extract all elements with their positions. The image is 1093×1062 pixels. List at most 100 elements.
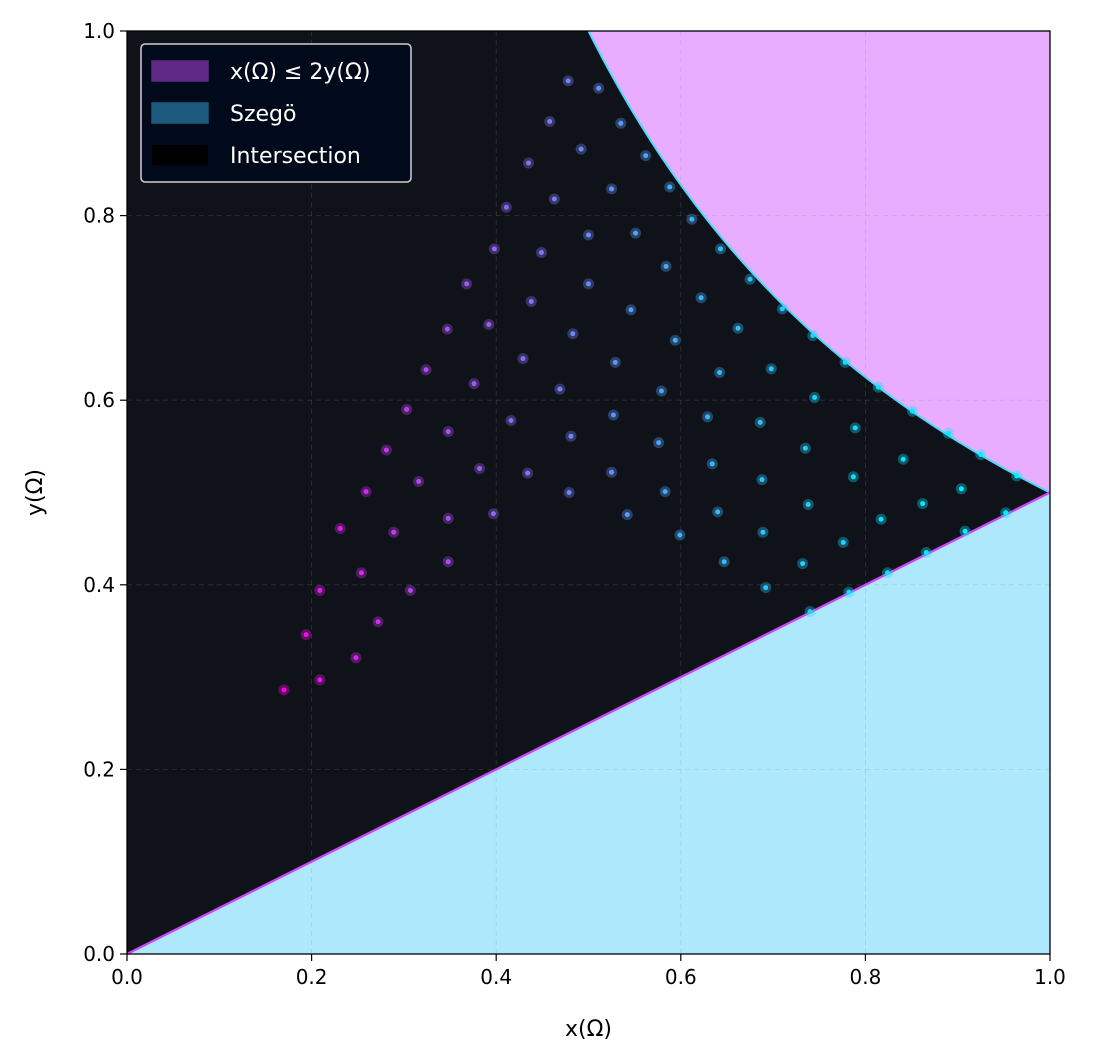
legend-label: Szegö <box>230 102 296 127</box>
data-point <box>360 486 372 498</box>
data-point <box>487 508 499 520</box>
data-point <box>474 463 486 475</box>
legend-label: Intersection <box>230 144 361 169</box>
data-point <box>674 529 686 541</box>
data-point <box>413 475 425 487</box>
data-point <box>897 453 909 465</box>
data-point <box>760 582 772 594</box>
data-point <box>1000 507 1012 519</box>
data-point <box>849 422 861 434</box>
data-point <box>1011 470 1023 482</box>
legend: x(Ω) ≤ 2y(Ω) Szegö Intersection <box>140 43 412 183</box>
data-point <box>754 416 766 428</box>
data-point <box>500 201 512 213</box>
data-point <box>334 522 346 534</box>
data-point <box>706 458 718 470</box>
hyperbola-boundary <box>587 31 1050 494</box>
legend-entries: x(Ω) ≤ 2y(Ω) Szegö Intersection <box>151 60 370 169</box>
data-point <box>660 260 672 272</box>
y-tick-label: 0.4 <box>83 573 115 597</box>
data-point <box>621 509 633 521</box>
y-axis-label: y(Ω) <box>23 469 48 516</box>
data-point <box>839 356 851 368</box>
data-point <box>714 367 726 379</box>
data-point <box>630 227 642 239</box>
data-point <box>955 483 967 495</box>
data-point <box>797 558 809 570</box>
data-point <box>461 278 473 290</box>
y-tick-label: 1.0 <box>83 19 115 43</box>
x-tick-label: 0.2 <box>296 965 328 989</box>
data-point <box>756 474 768 486</box>
data-point <box>975 449 987 461</box>
data-point <box>802 498 814 510</box>
data-point <box>314 674 326 686</box>
szego-boundary <box>127 491 1050 954</box>
data-point <box>920 546 932 558</box>
legend-swatch <box>151 60 209 82</box>
data-point <box>942 427 954 439</box>
data-point <box>776 303 788 315</box>
data-point <box>567 328 579 340</box>
legend-entry: Szegö <box>151 102 296 127</box>
legend-entry: x(Ω) ≤ 2y(Ω) <box>151 60 370 85</box>
y-tick-label: 0.2 <box>83 757 115 781</box>
data-point <box>906 405 918 417</box>
data-point <box>765 363 777 375</box>
data-point <box>625 304 637 316</box>
data-point <box>799 442 811 454</box>
data-point <box>583 229 594 241</box>
data-point <box>606 183 618 195</box>
data-point <box>523 157 535 169</box>
data-point <box>875 513 887 525</box>
legend-label: x(Ω) ≤ 2y(Ω) <box>230 60 370 85</box>
data-point <box>959 525 971 537</box>
data-point <box>744 273 756 285</box>
boundary-layer <box>127 31 1050 954</box>
data-point <box>606 466 618 478</box>
points-layer <box>278 75 1023 696</box>
data-point <box>554 383 566 395</box>
data-point <box>847 471 859 483</box>
data-point <box>380 444 392 456</box>
legend-entry: Intersection <box>152 144 361 169</box>
data-point <box>441 323 453 335</box>
data-point <box>525 295 537 307</box>
data-point <box>563 487 575 498</box>
data-point <box>640 150 652 162</box>
data-point <box>615 117 627 129</box>
data-point <box>535 247 547 259</box>
data-point <box>350 652 362 664</box>
region-hyperbola <box>588 31 1050 493</box>
data-point <box>917 498 929 510</box>
data-point <box>843 586 855 598</box>
data-point <box>401 403 413 415</box>
data-point <box>483 319 495 331</box>
data-point <box>442 556 454 568</box>
data-point <box>517 353 529 365</box>
data-point <box>562 75 574 87</box>
data-point <box>702 411 714 423</box>
x-tick-label: 0.6 <box>665 965 697 989</box>
x-tick-label: 0.0 <box>111 965 143 989</box>
data-point <box>712 506 724 518</box>
data-point <box>669 334 681 346</box>
plot-frame <box>126 30 1051 955</box>
data-point <box>653 437 665 449</box>
data-point <box>714 243 726 255</box>
data-point <box>420 364 432 376</box>
data-point <box>804 606 816 618</box>
data-point <box>388 526 400 538</box>
y-tick-label: 0.0 <box>83 942 115 966</box>
data-point <box>659 486 671 498</box>
data-point <box>686 213 698 225</box>
data-point <box>809 391 821 403</box>
y-tick-label: 0.8 <box>83 204 115 228</box>
data-point <box>807 330 819 342</box>
data-point <box>837 536 849 548</box>
x-tick-label: 0.8 <box>849 965 881 989</box>
data-point <box>442 426 454 438</box>
data-point <box>544 115 556 127</box>
data-point <box>664 181 676 193</box>
